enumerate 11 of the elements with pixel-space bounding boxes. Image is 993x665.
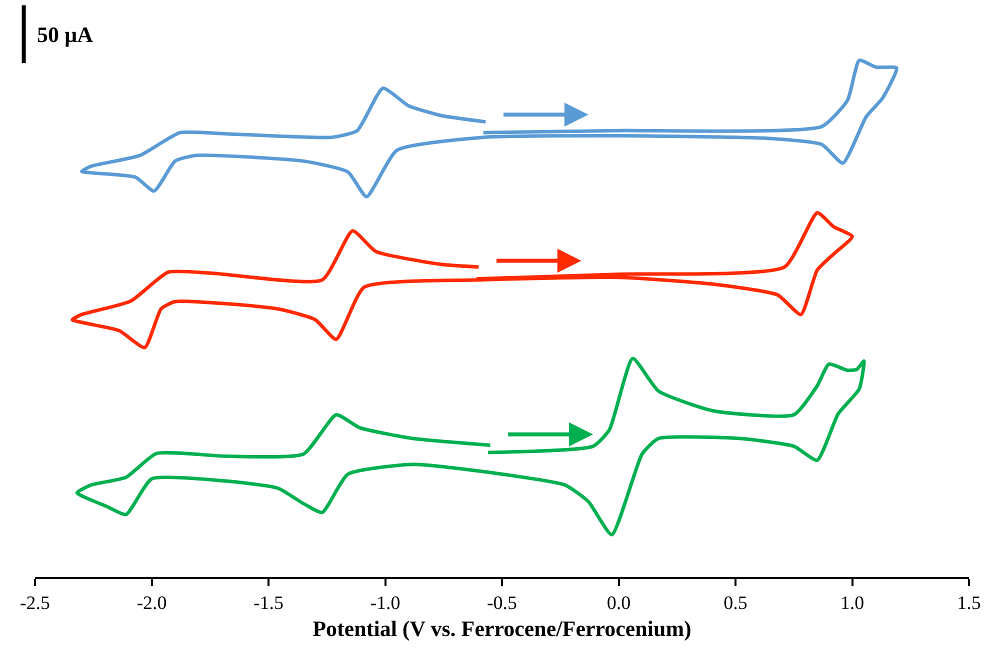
x-tick-label: 1.5 bbox=[957, 592, 981, 614]
x-tick-label: -1.5 bbox=[253, 592, 284, 614]
x-tick-label: -2.5 bbox=[20, 592, 50, 614]
x-tick-label: -0.5 bbox=[486, 592, 518, 614]
x-tick-label: 0.0 bbox=[606, 592, 631, 614]
x-tick-label: -1.0 bbox=[370, 592, 400, 614]
x-tick-label: 1.0 bbox=[840, 592, 864, 614]
x-axis-title: Potential (V vs. Ferrocene/Ferrocenium) bbox=[312, 616, 692, 642]
x-tick-label: 0.5 bbox=[724, 592, 748, 614]
x-tick-label: -2.0 bbox=[136, 592, 167, 614]
text: 50 µA bbox=[37, 22, 94, 47]
